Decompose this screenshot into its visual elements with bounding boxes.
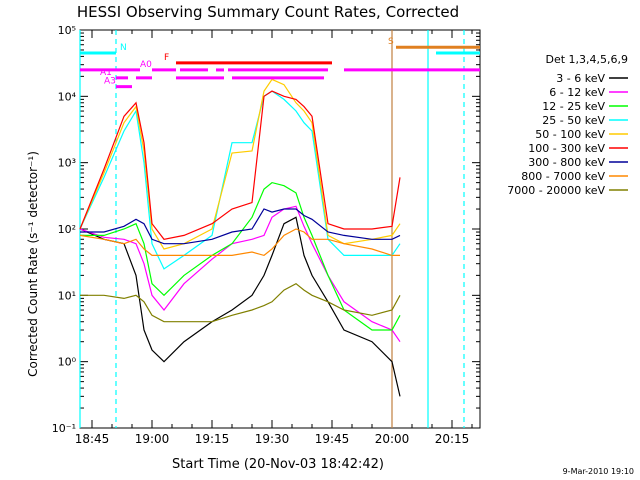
legend-label: 300 - 800 keV bbox=[528, 156, 605, 169]
series-line bbox=[79, 90, 401, 240]
axes-frame bbox=[79, 29, 481, 429]
chart-title: HESSI Observing Summary Count Rates, Cor… bbox=[77, 3, 459, 21]
series-line bbox=[79, 205, 401, 343]
x-tick-label: 18:45 bbox=[75, 432, 110, 446]
x-tick-label: 19:15 bbox=[195, 432, 230, 446]
series-line bbox=[79, 216, 401, 397]
y-tick-label: 10⁻¹ bbox=[52, 422, 76, 435]
x-tick-label: 20:00 bbox=[375, 432, 410, 446]
legend-title: Det 1,3,4,5,6,9 bbox=[545, 53, 628, 66]
legend-label: 800 - 7000 keV bbox=[521, 170, 605, 183]
x-tick-label: 20:15 bbox=[435, 432, 470, 446]
y-tick-label: 10¹ bbox=[58, 289, 76, 302]
x-tick-label: 19:00 bbox=[135, 432, 170, 446]
x-axis-label: Start Time (20-Nov-03 18:42:42) bbox=[172, 457, 384, 472]
y-tick-label: 10⁰ bbox=[58, 356, 77, 369]
y-axis-label: Corrected Count Rate (s⁻¹ detector⁻¹) bbox=[26, 151, 40, 377]
legend-label: 25 - 50 keV bbox=[542, 114, 605, 127]
date-stamp: 9-Mar-2010 19:10 bbox=[563, 467, 634, 476]
x-tick-label: 19:30 bbox=[255, 432, 290, 446]
y-tick-label: 10² bbox=[58, 223, 76, 236]
x-tick-label: 19:45 bbox=[315, 432, 350, 446]
y-tick-label: 10³ bbox=[58, 157, 76, 170]
flag-label: N bbox=[120, 43, 127, 53]
series-line bbox=[80, 181, 401, 331]
flag-label: A3 bbox=[104, 77, 116, 87]
y-tick-label: 10⁵ bbox=[58, 24, 76, 37]
legend-label: 3 - 6 keV bbox=[556, 72, 605, 85]
legend-label: 12 - 25 keV bbox=[542, 100, 605, 113]
series-line bbox=[79, 228, 400, 257]
legend-label: 50 - 100 keV bbox=[535, 128, 605, 141]
series-line bbox=[80, 282, 401, 323]
legend-label: 6 - 12 keV bbox=[549, 86, 605, 99]
flag-label: A0 bbox=[140, 60, 152, 70]
legend-label: 100 - 300 keV bbox=[528, 142, 605, 155]
flag-label: F bbox=[164, 53, 169, 63]
y-tick-label: 10⁴ bbox=[58, 90, 77, 103]
legend-label: 7000 - 20000 keV bbox=[507, 184, 605, 197]
series-line bbox=[79, 78, 401, 250]
flag-label: A1 bbox=[100, 68, 112, 78]
plot-area: 10⁻¹ 10⁰ 10¹ 10² 10³ 10⁴ 10⁵ 18:45 19:00 19:15 19:… bbox=[52, 24, 481, 446]
series-line bbox=[80, 208, 401, 245]
flag-label: S bbox=[388, 37, 394, 47]
